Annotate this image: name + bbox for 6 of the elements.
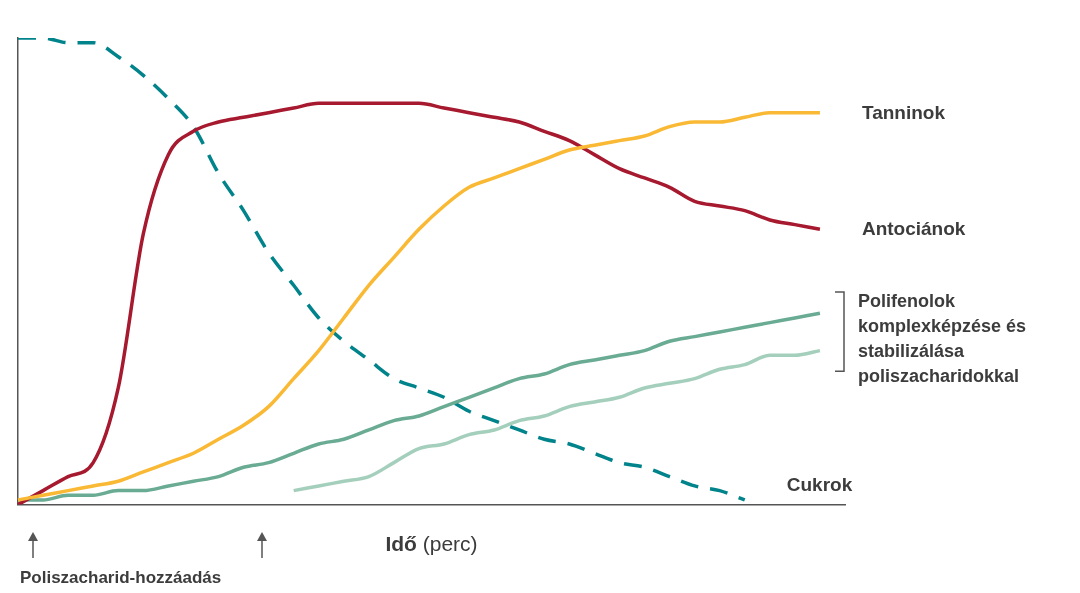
- text: Polifenolok komplexképzése és stabilizálása poliszacharidokkal: [857, 290, 1028, 389]
- x-axis-title: Idő (perc): [385, 532, 478, 556]
- text: Poliszacharid-hozzáadás: [20, 568, 222, 588]
- text: Tanninok: [861, 101, 945, 124]
- text: Antociánok: [861, 218, 966, 241]
- text: Cukrok: [786, 473, 853, 496]
